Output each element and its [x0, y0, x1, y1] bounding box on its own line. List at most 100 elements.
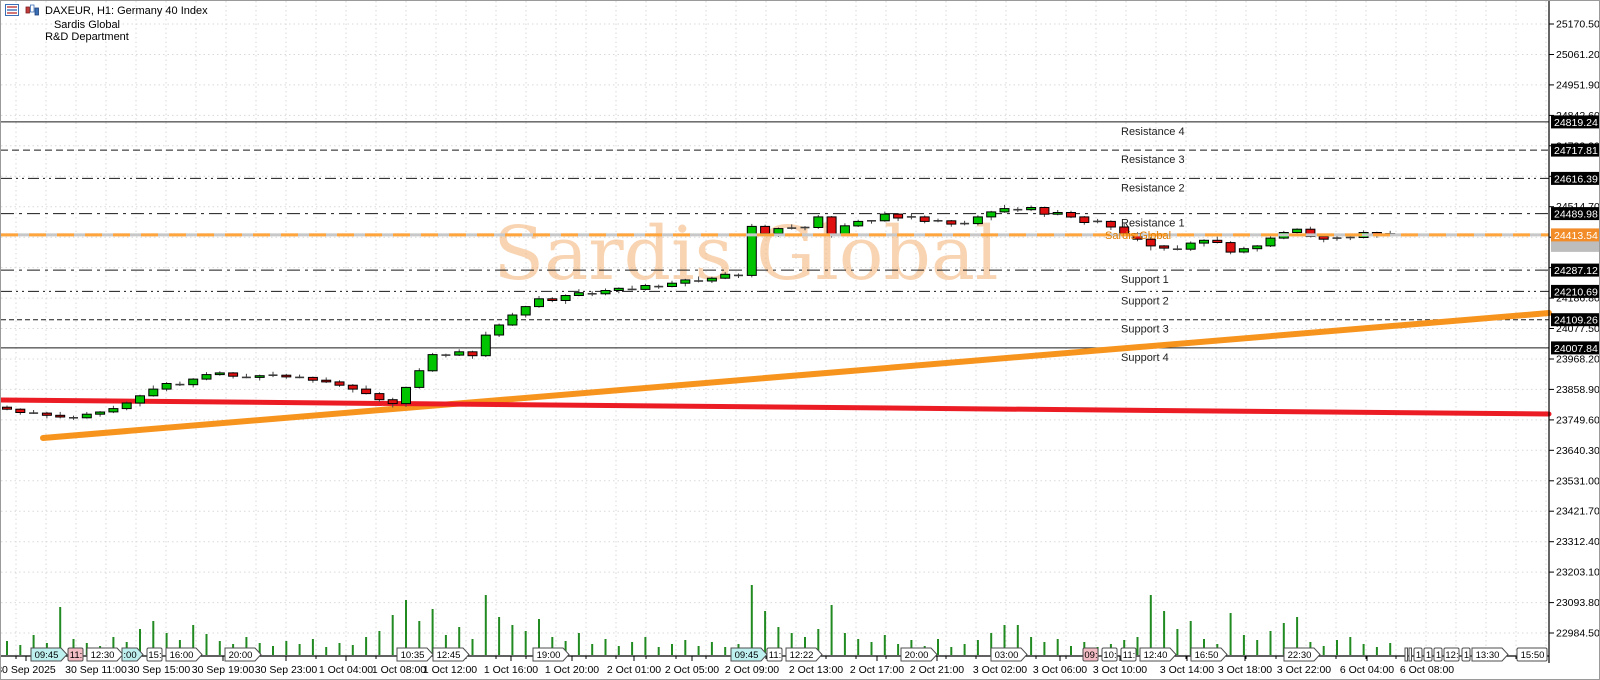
time-flag-label: :00: [123, 650, 136, 661]
date-tick-label: 3 Oct 06:00: [1033, 664, 1087, 676]
time-flag-label: 03:00: [995, 650, 1019, 661]
price-tick-label: 23531.00: [1556, 475, 1600, 487]
time-flag-label: 22:30: [1288, 650, 1312, 661]
level-label: Resistance 2: [1121, 182, 1185, 194]
trend-line-orange[interactable]: [40, 310, 1552, 441]
time-flag: [990, 647, 1028, 662]
level-label: Support 2: [1121, 295, 1169, 307]
volume-layer: [6, 585, 1392, 655]
brand-block: Sardis Global R&D Department: [7, 19, 167, 43]
date-tick-label: 30 Sep 11:00: [65, 664, 127, 676]
price-tick-label: 22984.50: [1556, 628, 1600, 640]
quotes-table-icon[interactable]: [5, 4, 19, 16]
time-flag: [1408, 647, 1412, 662]
level-label: Support 3: [1121, 324, 1169, 336]
time-flag-label: 12:: [1445, 650, 1458, 661]
time-flag: [86, 647, 124, 662]
price-line-label: Sardis Global: [1105, 230, 1171, 242]
time-flag: [1461, 647, 1471, 662]
price-tick-label: 23968.20: [1556, 354, 1600, 366]
time-flag: [1404, 647, 1408, 662]
time-flag: [1413, 647, 1423, 662]
time-flag-label: 15:: [148, 650, 161, 661]
level-price-badge-text: 24616.39: [1554, 173, 1598, 185]
time-flag: [766, 647, 783, 662]
level-price-badge-text: 24210.69: [1554, 286, 1598, 298]
time-flag-label: 1: [1436, 650, 1441, 661]
time-axis: 30 Sep 2025 30 Sep 11:00 30 Sep 15:00 30 Se…: [1, 647, 1548, 676]
date-tick-label: 2 Oct 01:00: [607, 664, 661, 676]
level-price-badge: [1551, 263, 1599, 277]
grid-layer: [1, 1, 1549, 656]
time-flag-label: 12:22: [790, 650, 814, 661]
date-tick-label: 3 Oct 22:00: [1277, 664, 1331, 676]
time-flag: [432, 647, 470, 662]
price-tick-label: 25061.20: [1556, 49, 1600, 61]
trend-line-red[interactable]: [1, 397, 1552, 417]
level-price-badge-text: 24109.26: [1554, 315, 1598, 327]
date-tick-label: 30 Sep 15:00: [128, 664, 191, 676]
time-flag-label: 1: [1416, 650, 1421, 661]
time-flag-label: 11:: [1123, 650, 1136, 661]
price-tick-label: 23421.70: [1556, 506, 1600, 518]
time-flag: [1516, 647, 1548, 662]
time-flag: [1101, 647, 1118, 662]
date-tick-label: 30 Sep 2025: [1, 664, 56, 676]
price-tick-label: 23640.30: [1556, 445, 1600, 457]
level-price-badge: [1551, 171, 1599, 185]
price-tick-label: 23203.10: [1556, 567, 1600, 579]
date-tick-label: 3 Oct 02:00: [973, 664, 1027, 676]
time-flag: [1139, 647, 1177, 662]
time-flag: [30, 647, 68, 662]
time-flag-label: 12:40: [1144, 650, 1168, 661]
date-tick-label: 1 Oct 12:00: [423, 664, 477, 676]
date-tick-label: 1 Oct 04:00: [319, 664, 373, 676]
time-flag-label: 12:45: [437, 650, 461, 661]
time-flag-label: 09:45: [735, 650, 759, 661]
level-price-badge: [1551, 143, 1599, 157]
time-flag: [67, 647, 84, 662]
level-price-badge-text: 24287.12: [1554, 265, 1598, 277]
candlestick-chart-icon[interactable]: [25, 4, 39, 16]
price-tick-label: 23749.60: [1556, 414, 1600, 426]
level-price-badge: [1551, 115, 1599, 129]
level-label: Support 1: [1121, 274, 1169, 286]
level-price-badge-text: 24819.24: [1554, 117, 1598, 129]
price-tick-label: 23858.90: [1556, 384, 1600, 396]
date-tick-label: 2 Oct 09:00: [725, 664, 779, 676]
time-flag: [532, 647, 570, 662]
time-flag-label: 20:00: [905, 650, 929, 661]
date-tick-label: 3 Oct 14:00: [1160, 664, 1214, 676]
level-price-badge: [1551, 341, 1599, 355]
time-flag-label: 20:00: [229, 650, 253, 661]
price-tick-label: 23312.40: [1556, 536, 1600, 548]
level-price-badge-text: 24717.81: [1554, 145, 1598, 157]
current-price-badge-text: 24413.54: [1554, 230, 1598, 242]
date-tick-label: 2 Oct 21:00: [910, 664, 964, 676]
level-price-badge-text: 24007.84: [1554, 343, 1598, 355]
date-tick-label: 30 Sep 19:00: [192, 664, 255, 676]
time-flag: [900, 647, 938, 662]
time-flag: [785, 647, 823, 662]
time-flag: [1433, 647, 1443, 662]
time-flag: [1423, 647, 1433, 662]
time-flag: [146, 647, 163, 662]
level-label: Resistance 3: [1121, 154, 1185, 166]
time-flag-label: 10:35: [401, 650, 425, 661]
level-label: Support 4: [1121, 352, 1169, 364]
levels-layer: Resistance 4 Resistance 3 Resistance 2 Resi…: [1, 121, 1549, 364]
time-flag-label: 12:30: [91, 650, 115, 661]
date-tick-label: 2 Oct 13:00: [789, 664, 843, 676]
time-flag: [1471, 647, 1509, 662]
date-tick-label: 1 Oct 20:00: [545, 664, 599, 676]
level-price-badge-text: 24489.98: [1554, 209, 1598, 221]
date-tick-label: 1 Oct 16:00: [484, 664, 538, 676]
time-flag-label: 10:: [1103, 650, 1116, 661]
level-price-badge: [1551, 284, 1599, 298]
time-flag-label: 13:30: [1476, 650, 1500, 661]
date-tick-label: 2 Oct 05:00: [665, 664, 719, 676]
brand-name: Sardis Global: [53, 19, 121, 31]
time-flag: [1190, 647, 1228, 662]
